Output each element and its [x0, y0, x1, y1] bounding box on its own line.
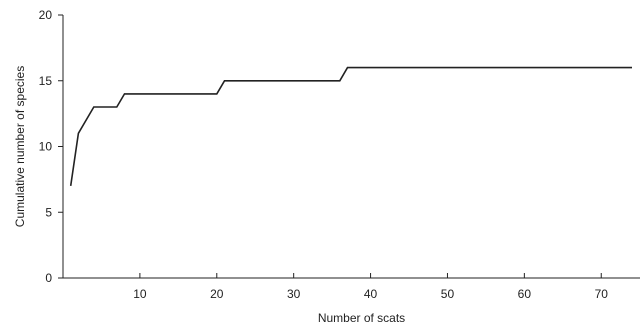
x-tick-label: 30	[287, 287, 301, 301]
y-tick-label: 10	[39, 140, 53, 154]
x-axis-title: Number of scats	[318, 311, 405, 325]
y-tick-label: 0	[45, 271, 52, 285]
x-tick-label: 20	[210, 287, 224, 301]
x-tick-label: 10	[133, 287, 147, 301]
x-tick-label: 60	[518, 287, 532, 301]
axes	[62, 15, 640, 279]
x-tick-label: 70	[595, 287, 609, 301]
y-tick-label: 15	[39, 74, 53, 88]
x-tick-label: 40	[364, 287, 378, 301]
y-tick-label: 5	[45, 205, 52, 219]
x-tick-label: 50	[441, 287, 455, 301]
ticks: 0 5 10 15 20 10 20 30 40 50 60 70	[39, 8, 609, 301]
species-accumulation-line	[69, 66, 632, 187]
y-axis-title: Cumulative number of species	[13, 66, 27, 227]
series	[69, 66, 632, 187]
y-tick-label: 20	[39, 8, 53, 22]
